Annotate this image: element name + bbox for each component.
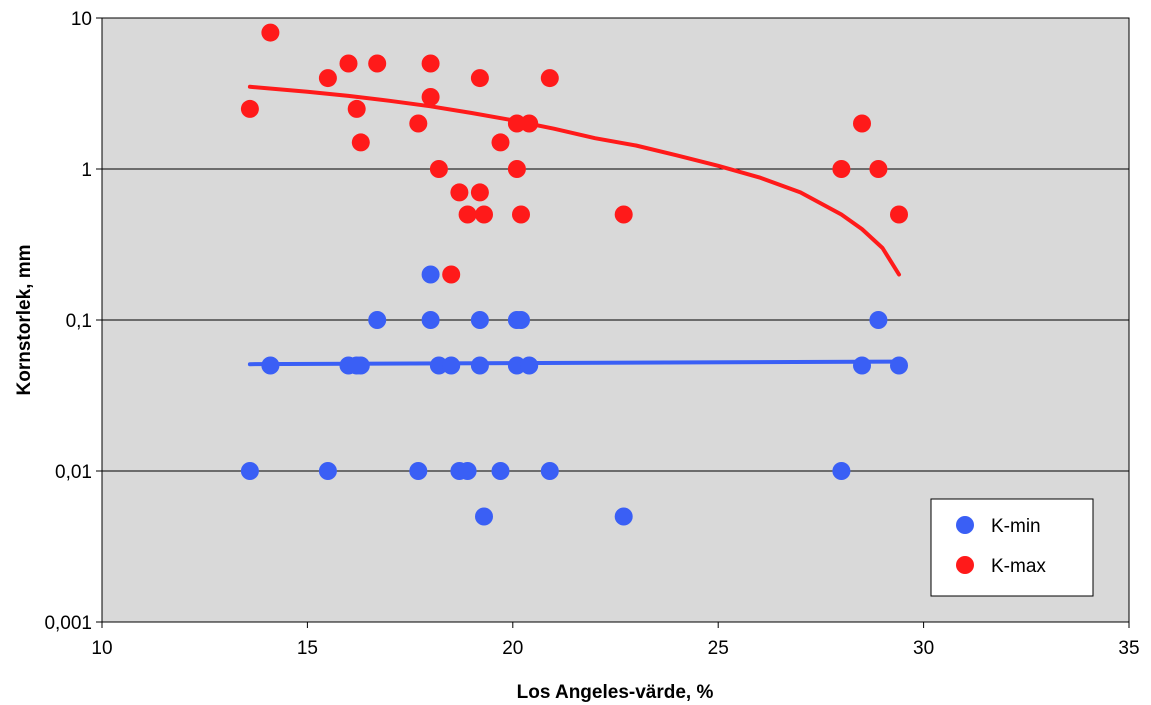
- x-tick-label: 10: [91, 638, 112, 659]
- data-point-k-min: [869, 311, 888, 329]
- data-point-k-min: [520, 356, 539, 375]
- legend: K-min K-max: [930, 498, 1094, 597]
- data-point-k-min: [351, 356, 370, 375]
- data-point-k-min: [890, 356, 908, 375]
- data-point-k-max: [507, 160, 526, 178]
- trendline-k-max: [247, 84, 901, 277]
- legend-marker-k-min: [956, 516, 974, 534]
- data-point-k-max: [470, 69, 489, 88]
- x-tick-label: 15: [297, 638, 318, 659]
- data-point-k-min: [240, 462, 259, 480]
- data-point-k-min: [318, 462, 337, 480]
- data-point-k-max: [491, 133, 510, 152]
- data-point-k-max: [240, 99, 259, 118]
- y-tick-label: 0,01: [55, 462, 92, 483]
- data-point-k-max: [429, 160, 448, 178]
- axis-ticks: [96, 17, 1130, 628]
- gridlines: [102, 168, 1129, 472]
- x-axis-title: Los Angeles-värde, %: [517, 682, 714, 703]
- data-point-k-max: [421, 88, 440, 106]
- data-point-k-max: [853, 114, 871, 133]
- data-point-k-min: [491, 462, 510, 480]
- data-point-k-min: [409, 462, 428, 480]
- data-point-k-min: [421, 265, 440, 284]
- data-point-k-max: [318, 69, 337, 88]
- x-tick-label: 25: [708, 638, 729, 659]
- data-point-k-min: [512, 311, 530, 329]
- data-point-k-min: [614, 507, 633, 526]
- data-point-k-max: [470, 183, 489, 202]
- tick-labels: 0,001 0,01 0,1 1 10 10 15 20 25 30 35: [44, 9, 1139, 659]
- data-point-k-max: [869, 160, 888, 178]
- x-tick-label: 35: [1118, 638, 1139, 659]
- data-point-k-min: [368, 311, 387, 329]
- legend-label-k-max: K-max: [991, 556, 1046, 577]
- data-point-k-min: [261, 356, 280, 375]
- data-point-k-max: [458, 205, 477, 224]
- x-tick-label: 20: [502, 638, 523, 659]
- data-point-k-min: [429, 356, 448, 375]
- data-point-k-min: [458, 462, 477, 480]
- data-point-k-max: [339, 54, 358, 73]
- data-point-k-max: [421, 54, 440, 73]
- legend-marker-k-max: [956, 556, 974, 574]
- data-point-k-max: [450, 183, 469, 202]
- legend-box: [930, 498, 1094, 597]
- data-point-k-max: [890, 205, 908, 224]
- data-point-k-max: [409, 114, 428, 133]
- data-point-k-max: [832, 160, 851, 178]
- data-point-k-max: [475, 205, 493, 224]
- data-point-k-max: [614, 205, 633, 224]
- data-point-k-min: [442, 356, 461, 375]
- data-point-k-max: [351, 133, 370, 152]
- data-point-k-max: [261, 23, 280, 42]
- legend-label-k-min: K-min: [991, 516, 1041, 537]
- y-tick-label: 1: [81, 160, 92, 181]
- data-point-k-max: [442, 265, 461, 284]
- data-point-k-min: [421, 311, 440, 329]
- y-tick-label: 0,1: [66, 311, 92, 332]
- data-point-k-min: [540, 462, 559, 480]
- data-point-k-max: [512, 205, 530, 224]
- y-axis-title: Kornstorlek, mm: [14, 245, 35, 396]
- data-point-k-max: [507, 114, 526, 133]
- data-point-k-max: [347, 99, 366, 118]
- data-point-k-max: [368, 54, 387, 73]
- data-point-k-max: [540, 69, 559, 88]
- data-points: [240, 23, 908, 526]
- data-point-k-min: [832, 462, 851, 480]
- data-point-k-min: [470, 356, 489, 375]
- data-point-k-min: [853, 356, 871, 375]
- y-tick-label: 0,001: [44, 613, 92, 634]
- data-point-k-max: [520, 114, 539, 133]
- y-tick-label: 10: [71, 9, 92, 30]
- data-point-k-min: [470, 311, 489, 329]
- data-point-k-min: [475, 507, 493, 526]
- data-point-k-min: [507, 356, 526, 375]
- x-tick-label: 30: [913, 638, 934, 659]
